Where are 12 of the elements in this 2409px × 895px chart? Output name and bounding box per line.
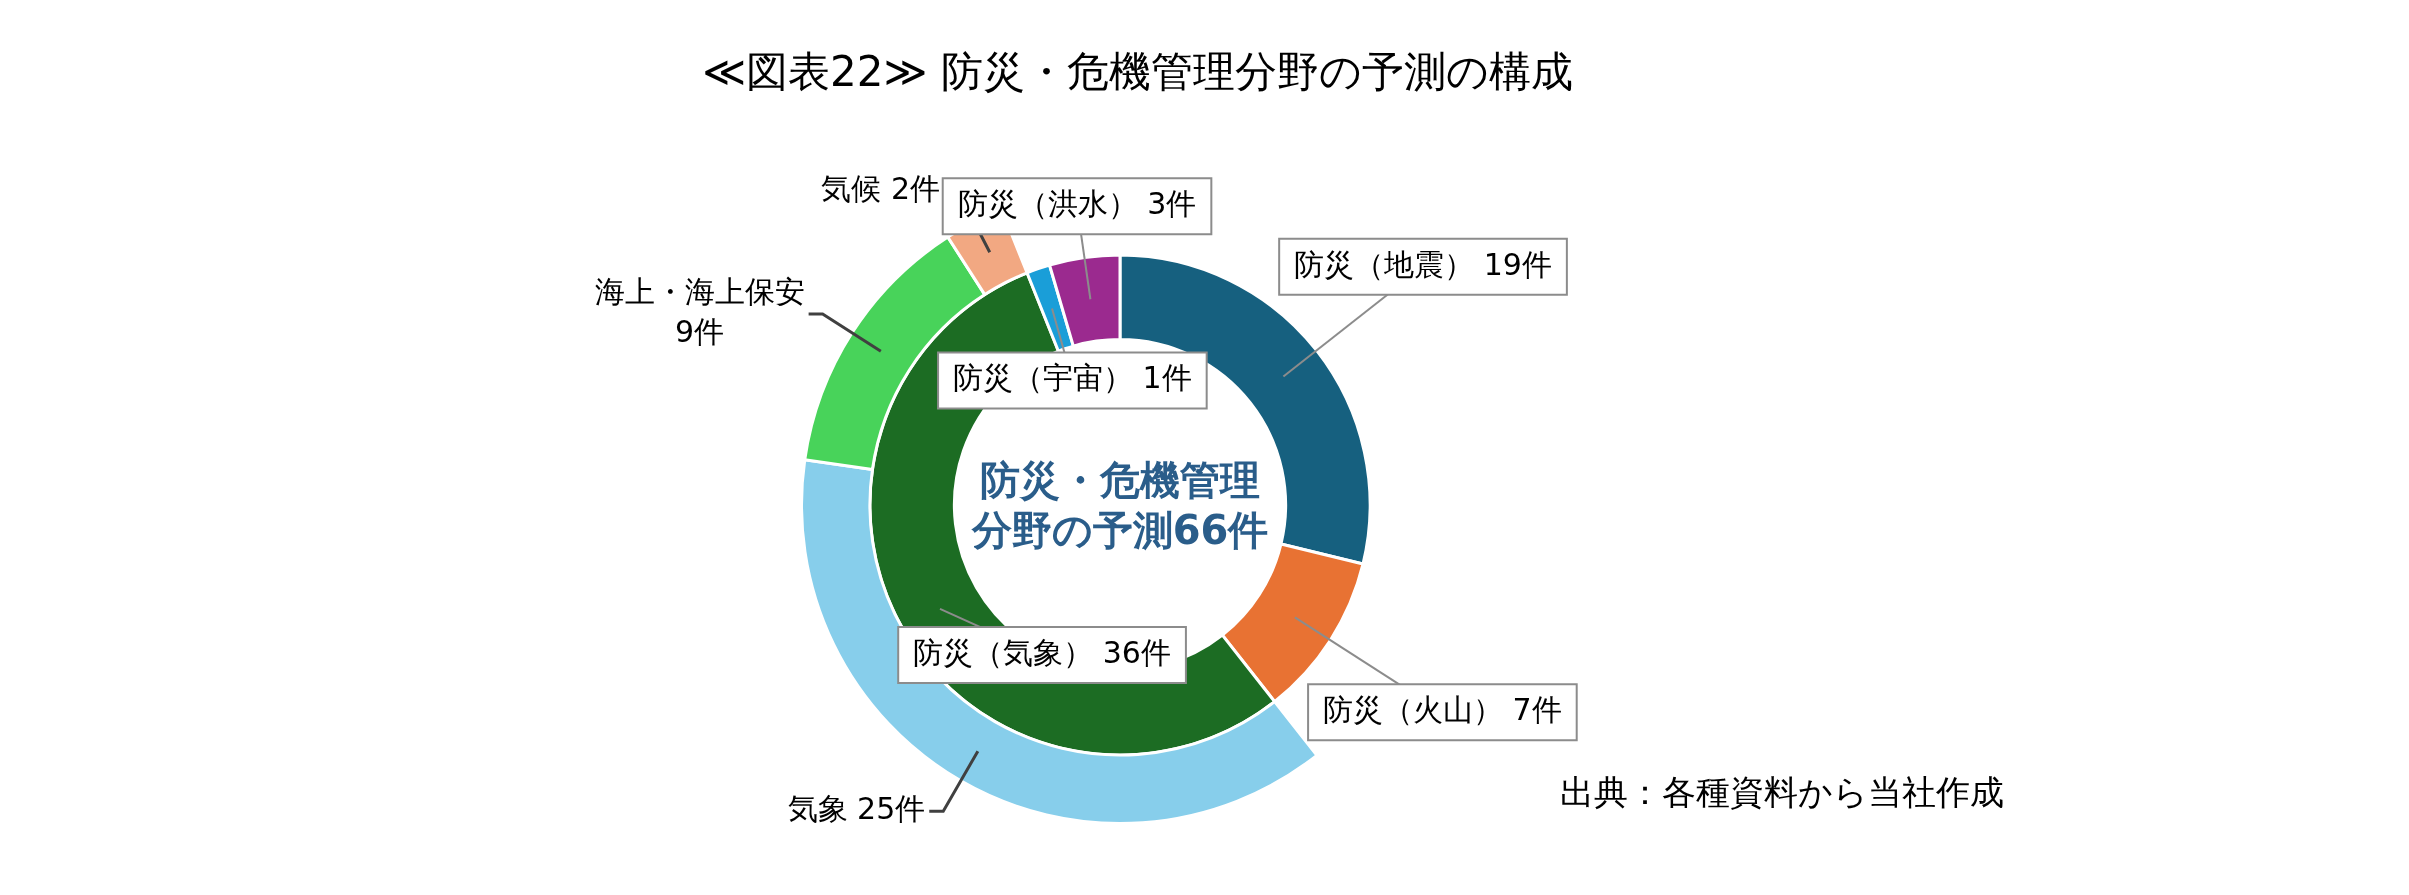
category-label: 防災（気象） 36件 [913, 634, 1171, 670]
chart-title: ≪図表22≫ 防災・危機管理分野の予測の構成 [701, 46, 1574, 98]
slice-label: 気象 25件 [787, 790, 926, 826]
category-label: 防災（洪水） 3件 [957, 185, 1197, 221]
data-label: 9件 [675, 313, 725, 349]
category-label: 防災（宇宙） 1件 [953, 360, 1192, 396]
category-label: 防災（地震） 19件 [1294, 246, 1552, 282]
slice-label: 気候 2件 [821, 170, 941, 206]
text: 防災・危機管理分野の予測66件 [970, 456, 1270, 555]
slice-label: 海上・海上保安 [594, 273, 805, 309]
category-label: 防災（火山） 7件 [1323, 691, 1562, 727]
source-note: 出典：各種資料から当社作成 [1560, 771, 2004, 814]
